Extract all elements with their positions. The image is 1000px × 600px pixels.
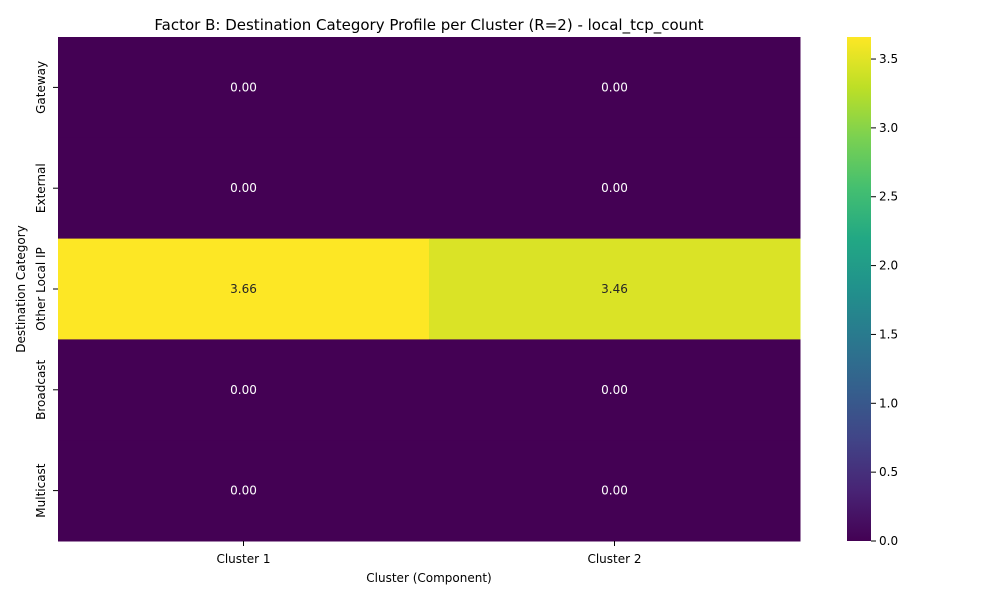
colorbar-tick-label: 1.0 (879, 396, 898, 410)
heatmap-cell (58, 137, 430, 240)
heatmap-cell-labels: 0.00 0.00 0.00 0.00 3.66 3.46 0.00 0.00 0.00 0.00 (230, 80, 628, 497)
x-tick-label: Cluster 1 (216, 552, 270, 566)
cell-value-label: 0.00 (230, 484, 257, 498)
y-axis-label: Destination Category (14, 225, 28, 353)
y-tick-label: Multicast (34, 463, 48, 518)
heatmap-cell (429, 339, 801, 441)
colorbar-gradient (847, 37, 871, 541)
cell-value-label: 0.00 (601, 383, 628, 397)
y-tick-label: Gateway (34, 61, 48, 114)
colorbar-tick-label: 3.0 (879, 121, 898, 135)
cell-value-label: 0.00 (601, 181, 628, 195)
y-tick-label: Broadcast (34, 359, 48, 419)
cell-value-label: 0.00 (230, 80, 257, 94)
cell-value-label: 0.00 (601, 80, 628, 94)
heatmap-cell (429, 37, 801, 139)
heatmap-cell (58, 238, 430, 340)
heatmap-cell (58, 440, 430, 542)
colorbar-tick-label: 2.0 (879, 259, 898, 273)
x-tick-label: Cluster 2 (587, 552, 641, 566)
cell-value-label: 3.66 (230, 282, 257, 296)
heatmap-cell (429, 137, 801, 240)
cell-value-label: 3.46 (601, 282, 628, 296)
x-axis-label: Cluster (Component) (366, 571, 491, 585)
heatmap-cell (58, 37, 430, 139)
chart-title: Factor B: Destination Category Profile p… (154, 16, 703, 35)
cell-value-label: 0.00 (601, 484, 628, 498)
colorbar-tick-label: 3.5 (879, 52, 898, 66)
y-tick-label: External (34, 163, 48, 213)
heatmap-cell (429, 238, 801, 340)
heatmap-cell (429, 440, 801, 542)
colorbar-tick-label: 0.0 (879, 534, 898, 548)
cell-value-label: 0.00 (230, 383, 257, 397)
colorbar-tick-label: 1.5 (879, 327, 898, 341)
colorbar-tick-label: 0.5 (879, 465, 898, 479)
heatmap-cells (58, 37, 801, 542)
y-axis: Gateway External Other Local IP Broadcast Mu… (34, 61, 58, 518)
colorbar-tick-label: 2.5 (879, 190, 898, 204)
y-tick-label: Other Local IP (34, 247, 48, 331)
x-axis: Cluster 1 Cluster 2 (216, 541, 642, 566)
cell-value-label: 0.00 (230, 181, 257, 195)
heatmap-cell (58, 339, 430, 441)
colorbar: 0.0 0.5 1.0 1.5 2.0 2.5 3.0 3.5 (847, 37, 898, 548)
